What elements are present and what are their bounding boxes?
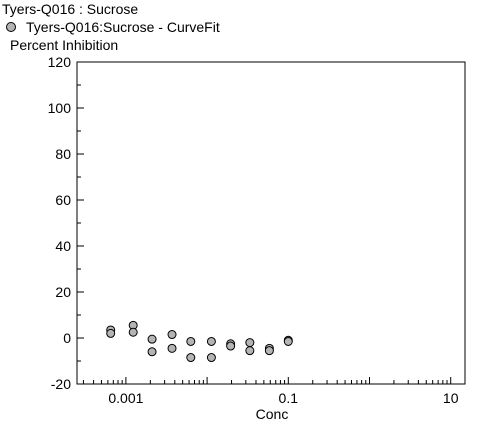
y-tick-label: -20 [51, 376, 71, 392]
data-point [186, 336, 196, 346]
data-point [167, 330, 177, 340]
legend: Tyers-Q016:Sucrose - CurveFit [6, 19, 220, 35]
legend-label: Tyers-Q016:Sucrose - CurveFit [26, 19, 220, 35]
data-point [245, 346, 255, 356]
y-tick-label: 60 [55, 192, 71, 208]
x-tick-label: 0.1 [279, 390, 299, 406]
data-points [106, 320, 293, 363]
y-axis-label: Percent Inhibition [10, 37, 119, 53]
legend-marker-icon [6, 22, 16, 32]
data-point [186, 353, 196, 363]
data-point [128, 327, 138, 337]
chart-title: Tyers-Q016 : Sucrose [2, 1, 139, 17]
data-point [245, 338, 255, 348]
y-tick-label: 20 [55, 284, 71, 300]
x-tick-label: 10 [443, 390, 459, 406]
y-tick-label: 80 [55, 146, 71, 162]
data-point [147, 347, 157, 357]
data-point [167, 343, 177, 353]
y-tick-label: 100 [48, 100, 72, 116]
data-point [206, 353, 216, 363]
data-point [106, 328, 116, 338]
x-axis-label: Conc [256, 406, 289, 421]
y-tick-label: 40 [55, 238, 71, 254]
y-tick-label: 120 [48, 54, 72, 70]
y-tick-label: 0 [63, 330, 71, 346]
data-point [147, 334, 157, 344]
data-point [226, 341, 236, 351]
data-point [264, 346, 274, 356]
data-point [206, 336, 216, 346]
data-point [283, 336, 293, 346]
x-tick-label: 0.001 [108, 390, 143, 406]
axes: -20 0 20 40 60 80 100 120 0.001 0.1 10 [48, 54, 466, 406]
